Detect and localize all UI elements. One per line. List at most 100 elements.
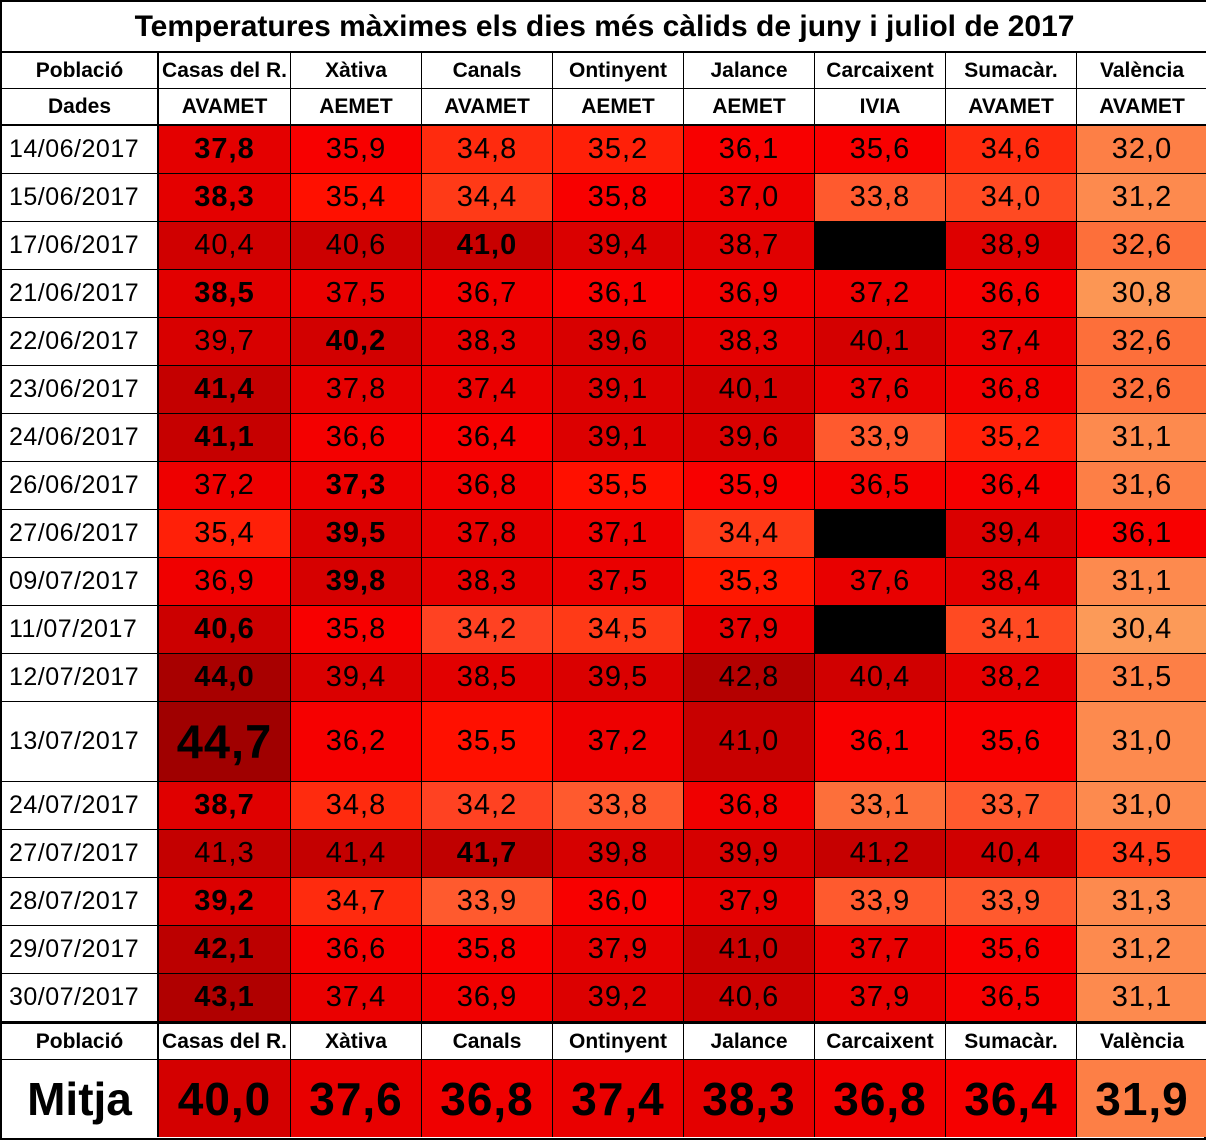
temperature-cell: 37,4 bbox=[422, 366, 553, 414]
temperature-cell: 40,2 bbox=[291, 318, 422, 366]
temperature-cell: 34,4 bbox=[684, 510, 815, 558]
temperature-cell: 37,3 bbox=[291, 462, 422, 510]
temperature-cell: 37,7 bbox=[815, 926, 946, 974]
temperature-cell: 31,2 bbox=[1077, 174, 1206, 222]
temperature-cell: 37,8 bbox=[291, 366, 422, 414]
date-cell: 27/07/2017 bbox=[2, 830, 159, 878]
temperature-cell: 35,9 bbox=[291, 126, 422, 174]
temperature-cell: 37,6 bbox=[815, 366, 946, 414]
date-cell: 30/07/2017 bbox=[2, 974, 159, 1022]
footer-station-name: Casas del R. bbox=[159, 1022, 291, 1060]
temperature-cell: 41,3 bbox=[159, 830, 291, 878]
temperature-cell: 39,9 bbox=[684, 830, 815, 878]
temperature-cell: 36,8 bbox=[422, 462, 553, 510]
date-cell: 27/06/2017 bbox=[2, 510, 159, 558]
temperature-cell: 35,6 bbox=[946, 926, 1077, 974]
temperature-cell: 39,2 bbox=[553, 974, 684, 1022]
header-poblacio-label: Població bbox=[2, 53, 159, 89]
average-value: 37,4 bbox=[553, 1060, 684, 1137]
temperature-cell: 36,8 bbox=[946, 366, 1077, 414]
temperature-cell: 42,1 bbox=[159, 926, 291, 974]
temperature-cell: 38,3 bbox=[422, 318, 553, 366]
temperature-cell: 41,2 bbox=[815, 830, 946, 878]
data-source: AVAMET bbox=[946, 89, 1077, 126]
date-cell: 22/06/2017 bbox=[2, 318, 159, 366]
temperature-cell: 37,8 bbox=[159, 126, 291, 174]
temperature-cell: 37,6 bbox=[815, 558, 946, 606]
average-value: 37,6 bbox=[291, 1060, 422, 1137]
temperature-cell: 36,9 bbox=[684, 270, 815, 318]
date-cell: 24/06/2017 bbox=[2, 414, 159, 462]
temperature-cell: 33,1 bbox=[815, 782, 946, 830]
date-cell: 14/06/2017 bbox=[2, 126, 159, 174]
temperature-cell: 41,0 bbox=[684, 926, 815, 974]
temperature-cell: 36,8 bbox=[684, 782, 815, 830]
temperature-cell: 34,2 bbox=[422, 606, 553, 654]
footer-station-name: València bbox=[1077, 1022, 1206, 1060]
date-cell: 23/06/2017 bbox=[2, 366, 159, 414]
data-source: AEMET bbox=[291, 89, 422, 126]
temperature-cell: 31,2 bbox=[1077, 926, 1206, 974]
footer-station-name: Ontinyent bbox=[553, 1022, 684, 1060]
temperature-cell: 31,1 bbox=[1077, 414, 1206, 462]
temperature-cell: 40,4 bbox=[159, 222, 291, 270]
temperature-cell: 37,5 bbox=[553, 558, 684, 606]
date-cell: 21/06/2017 bbox=[2, 270, 159, 318]
missing-value-cell bbox=[815, 510, 946, 558]
temperature-cell: 34,5 bbox=[1077, 830, 1206, 878]
temperature-cell: 40,6 bbox=[291, 222, 422, 270]
temperature-cell: 37,8 bbox=[422, 510, 553, 558]
average-value: 36,8 bbox=[815, 1060, 946, 1137]
temperature-cell: 36,2 bbox=[291, 702, 422, 782]
temperature-cell: 40,4 bbox=[815, 654, 946, 702]
footer-poblacio-label: Població bbox=[2, 1022, 159, 1060]
average-value: 38,3 bbox=[684, 1060, 815, 1137]
average-value: 31,9 bbox=[1077, 1060, 1206, 1137]
date-cell: 26/06/2017 bbox=[2, 462, 159, 510]
temperature-cell: 37,9 bbox=[684, 606, 815, 654]
table-title: Temperatures màximes els dies més càlids… bbox=[2, 2, 1206, 53]
temperature-cell: 34,0 bbox=[946, 174, 1077, 222]
temperature-cell: 37,4 bbox=[291, 974, 422, 1022]
temperature-cell: 39,8 bbox=[291, 558, 422, 606]
temperature-cell: 40,4 bbox=[946, 830, 1077, 878]
temperature-cell: 32,6 bbox=[1077, 318, 1206, 366]
temperature-cell: 35,2 bbox=[946, 414, 1077, 462]
temperature-cell: 39,6 bbox=[553, 318, 684, 366]
temperature-cell: 31,0 bbox=[1077, 702, 1206, 782]
temperature-cell: 37,2 bbox=[553, 702, 684, 782]
temperature-cell: 37,9 bbox=[815, 974, 946, 1022]
temperature-cell: 35,6 bbox=[815, 126, 946, 174]
temperature-cell: 37,1 bbox=[553, 510, 684, 558]
date-cell: 17/06/2017 bbox=[2, 222, 159, 270]
temperature-cell: 35,6 bbox=[946, 702, 1077, 782]
temperature-cell: 36,0 bbox=[553, 878, 684, 926]
temperature-cell: 43,1 bbox=[159, 974, 291, 1022]
temperature-cell: 36,4 bbox=[422, 414, 553, 462]
date-cell: 28/07/2017 bbox=[2, 878, 159, 926]
temperature-cell: 38,9 bbox=[946, 222, 1077, 270]
temperature-cell: 36,6 bbox=[946, 270, 1077, 318]
mitja-label: Mitja bbox=[2, 1060, 159, 1137]
temperature-cell: 39,1 bbox=[553, 366, 684, 414]
temperature-cell: 31,5 bbox=[1077, 654, 1206, 702]
temperature-cell: 34,1 bbox=[946, 606, 1077, 654]
temperature-cell: 39,4 bbox=[553, 222, 684, 270]
temperature-cell: 36,9 bbox=[422, 974, 553, 1022]
temperature-cell: 41,4 bbox=[159, 366, 291, 414]
temperature-cell: 34,8 bbox=[422, 126, 553, 174]
temperature-cell: 36,9 bbox=[159, 558, 291, 606]
temperature-cell: 33,9 bbox=[815, 414, 946, 462]
date-cell: 09/07/2017 bbox=[2, 558, 159, 606]
temperature-cell: 31,1 bbox=[1077, 974, 1206, 1022]
temperature-cell: 37,2 bbox=[815, 270, 946, 318]
temperature-cell: 31,0 bbox=[1077, 782, 1206, 830]
temperature-cell: 33,9 bbox=[946, 878, 1077, 926]
temperature-cell: 39,1 bbox=[553, 414, 684, 462]
temperature-cell: 42,8 bbox=[684, 654, 815, 702]
temperature-cell: 35,8 bbox=[291, 606, 422, 654]
station-name: Xàtiva bbox=[291, 53, 422, 89]
data-source: AEMET bbox=[684, 89, 815, 126]
temperature-cell: 34,6 bbox=[946, 126, 1077, 174]
